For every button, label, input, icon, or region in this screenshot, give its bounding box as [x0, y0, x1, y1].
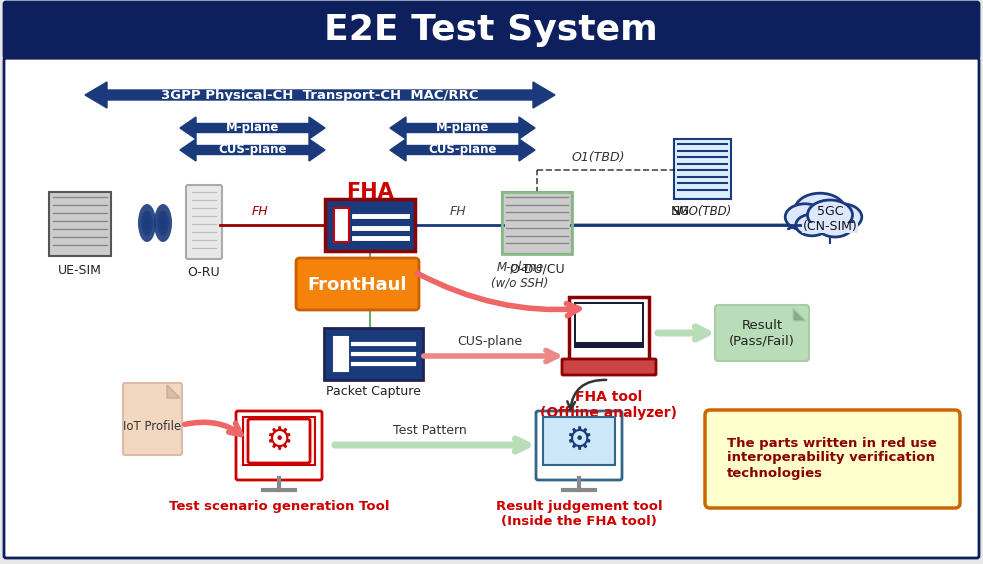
FancyBboxPatch shape [324, 328, 423, 380]
Text: M-plane: M-plane [435, 121, 490, 134]
Bar [576, 304, 642, 342]
Text: Packet Capture: Packet Capture [325, 385, 421, 398]
FancyBboxPatch shape [715, 305, 809, 361]
FancyBboxPatch shape [236, 411, 322, 480]
Polygon shape [793, 308, 806, 321]
Bar [334, 337, 348, 371]
FancyBboxPatch shape [296, 258, 419, 310]
Ellipse shape [822, 204, 862, 230]
Polygon shape [390, 139, 535, 161]
Ellipse shape [785, 204, 825, 230]
FancyBboxPatch shape [4, 58, 979, 558]
Polygon shape [180, 139, 325, 161]
Bar [543, 417, 615, 465]
FancyBboxPatch shape [705, 410, 960, 508]
Ellipse shape [160, 217, 166, 230]
FancyBboxPatch shape [123, 383, 182, 455]
Text: M-plane
(w/o SSH): M-plane (w/o SSH) [492, 261, 549, 289]
Ellipse shape [795, 193, 845, 227]
FancyBboxPatch shape [4, 2, 979, 58]
Polygon shape [85, 82, 555, 108]
Bar [243, 417, 315, 465]
Text: Test Pattern: Test Pattern [393, 424, 467, 437]
Text: CUS-plane: CUS-plane [218, 143, 287, 156]
Text: E2E Test System: E2E Test System [324, 13, 658, 47]
Text: O1(TBD): O1(TBD) [571, 151, 625, 164]
Text: CUS-plane: CUS-plane [429, 143, 496, 156]
Text: FHA tool
(Offline analyzer): FHA tool (Offline analyzer) [541, 390, 677, 420]
FancyBboxPatch shape [674, 139, 731, 199]
Text: CUS-plane: CUS-plane [457, 335, 523, 348]
Text: O-DU/CU: O-DU/CU [509, 262, 565, 275]
FancyBboxPatch shape [536, 411, 622, 480]
FancyBboxPatch shape [49, 192, 111, 256]
Ellipse shape [796, 214, 829, 236]
Bar [802, 223, 858, 233]
Text: Test scenario generation Tool: Test scenario generation Tool [169, 500, 389, 513]
Text: 3GPP Physical-CH  Transport-CH  MAC/RRC: 3GPP Physical-CH Transport-CH MAC/RRC [161, 89, 479, 102]
Bar [574, 302, 644, 348]
Ellipse shape [157, 210, 169, 235]
Text: SMO(TBD): SMO(TBD) [671, 205, 732, 218]
Polygon shape [390, 117, 535, 139]
Text: IoT Profile: IoT Profile [123, 420, 181, 433]
Ellipse shape [142, 210, 152, 235]
Text: Result judgement tool
(Inside the FHA tool): Result judgement tool (Inside the FHA to… [495, 500, 663, 528]
Text: Result
(Pass/Fail): Result (Pass/Fail) [729, 319, 795, 347]
Text: M-plane: M-plane [226, 121, 279, 134]
FancyBboxPatch shape [502, 192, 572, 254]
FancyBboxPatch shape [248, 419, 310, 463]
Text: 5GC
(CN-SIM): 5GC (CN-SIM) [803, 205, 857, 233]
Text: FHA: FHA [346, 182, 394, 202]
FancyBboxPatch shape [186, 185, 222, 259]
Text: FH: FH [252, 205, 268, 218]
Bar [334, 208, 349, 242]
Text: UE-SIM: UE-SIM [58, 264, 102, 277]
Ellipse shape [144, 217, 150, 230]
Ellipse shape [154, 204, 172, 242]
Ellipse shape [817, 213, 853, 237]
Text: O-RU: O-RU [188, 266, 220, 279]
Ellipse shape [807, 200, 852, 230]
Text: ⚙: ⚙ [265, 426, 293, 456]
Text: The parts written in red use
interoperability verification
technologies: The parts written in red use interoperab… [727, 437, 937, 479]
FancyBboxPatch shape [325, 199, 415, 251]
FancyBboxPatch shape [562, 359, 656, 375]
Text: ⚙: ⚙ [565, 426, 593, 456]
Text: FH: FH [449, 205, 466, 218]
Polygon shape [167, 385, 180, 398]
Text: NG: NG [670, 205, 689, 218]
Ellipse shape [138, 204, 156, 242]
FancyBboxPatch shape [569, 297, 649, 361]
Text: FrontHaul: FrontHaul [308, 276, 407, 294]
Polygon shape [180, 117, 325, 139]
